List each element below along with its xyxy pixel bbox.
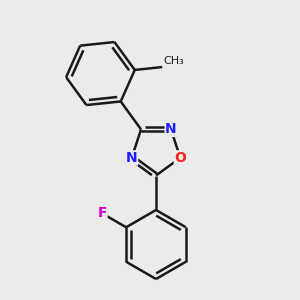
Text: F: F	[98, 206, 107, 220]
Text: CH₃: CH₃	[164, 56, 184, 66]
Text: N: N	[165, 122, 177, 136]
Text: N: N	[126, 151, 138, 165]
Text: O: O	[174, 151, 186, 165]
